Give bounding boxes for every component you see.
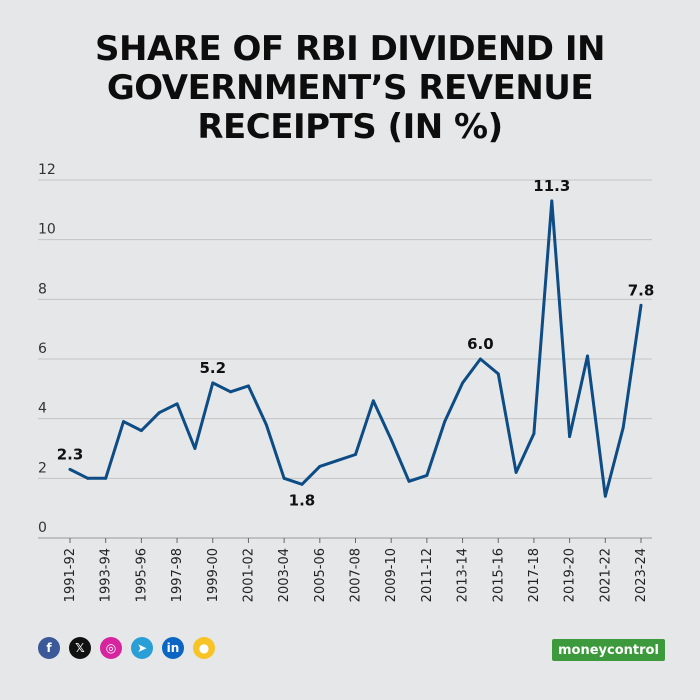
data-label: 6.0 xyxy=(467,335,494,353)
y-tick-label: 6 xyxy=(38,341,47,357)
brand-text-right: control xyxy=(607,642,659,658)
y-axis-ticks: 0 2 4 6 8 10 12 xyxy=(38,162,56,536)
instagram-icon[interactable]: ◎ xyxy=(100,637,122,659)
x-tick-label: 1993-94 xyxy=(99,548,114,602)
grid-lines xyxy=(38,179,652,539)
x-tick-label: 2011-12 xyxy=(420,548,435,602)
data-point xyxy=(211,381,215,385)
y-tick-label: 0 xyxy=(38,520,47,536)
data-point xyxy=(193,447,197,450)
data-point xyxy=(175,402,179,406)
data-point xyxy=(407,479,411,483)
x-tick-label: 2013-14 xyxy=(456,548,471,602)
data-point xyxy=(568,435,572,438)
data-point xyxy=(443,420,447,424)
data-labels: 2.3 5.2 1.8 6.0 11.3 7.8 xyxy=(57,177,655,509)
data-point xyxy=(229,390,232,394)
linkedin-icon[interactable]: in xyxy=(162,637,184,659)
data-point xyxy=(479,357,482,361)
y-tick-label: 4 xyxy=(38,401,47,417)
data-point xyxy=(514,470,518,474)
data-point xyxy=(496,372,500,376)
y-tick-label: 2 xyxy=(38,460,47,476)
x-icon[interactable]: 𝕏 xyxy=(69,637,91,659)
series-line xyxy=(68,199,643,498)
data-point xyxy=(639,303,643,307)
chart-title: SHARE OF RBI DIVIDEND IN GOVERNMENT’S RE… xyxy=(95,29,605,147)
data-point xyxy=(282,476,286,480)
data-point xyxy=(300,482,304,486)
x-tick-label: 2023-24 xyxy=(634,548,649,602)
data-point xyxy=(461,381,464,385)
data-point xyxy=(389,438,393,441)
data-point xyxy=(336,459,340,462)
data-point xyxy=(371,399,375,403)
data-label: 1.8 xyxy=(289,491,316,509)
x-tick-label: 2021-22 xyxy=(598,548,613,602)
x-tick-label: 1999-00 xyxy=(206,548,221,602)
x-axis-ticks: 1991-92 1993-94 1995-96 1997-98 1999-00 2001-… xyxy=(63,538,649,602)
x-tick-label: 1997-98 xyxy=(170,548,185,602)
data-label: 2.3 xyxy=(57,445,84,463)
data-point xyxy=(86,476,90,480)
x-tick-label: 2017-18 xyxy=(527,548,542,602)
data-point xyxy=(532,432,536,435)
data-point xyxy=(354,453,357,456)
brand-logo: money control xyxy=(552,639,665,661)
y-tick-label: 12 xyxy=(38,162,56,178)
x-tick-label: 2009-10 xyxy=(384,548,399,602)
x-tick-label: 1995-96 xyxy=(134,548,149,602)
x-tick-label: 2019-20 xyxy=(563,548,578,602)
social-icons: f 𝕏 ◎ ➤ in ● xyxy=(38,637,215,659)
data-label: 5.2 xyxy=(199,359,226,377)
data-point xyxy=(264,423,268,427)
x-tick-label: 2005-06 xyxy=(313,548,328,602)
x-tick-label: 2003-04 xyxy=(277,548,292,602)
data-label: 11.3 xyxy=(533,177,570,195)
data-point xyxy=(318,465,322,468)
y-tick-label: 10 xyxy=(38,222,56,238)
telegram-icon[interactable]: ➤ xyxy=(131,637,153,659)
data-point xyxy=(139,429,143,432)
data-point xyxy=(425,473,429,477)
koo-icon[interactable]: ● xyxy=(193,637,215,659)
data-label: 7.8 xyxy=(628,281,655,299)
data-point xyxy=(247,384,250,388)
facebook-icon[interactable]: f xyxy=(38,637,60,659)
series-lines xyxy=(68,199,643,498)
x-tick-label: 1991-92 xyxy=(63,548,78,602)
x-tick-label: 2015-16 xyxy=(491,548,506,602)
brand-text-left: money xyxy=(558,642,608,658)
data-point xyxy=(586,354,589,358)
data-point xyxy=(603,494,607,498)
data-point xyxy=(122,420,125,424)
x-tick-label: 2007-08 xyxy=(349,548,364,602)
data-point xyxy=(157,411,161,415)
x-tick-label: 2001-02 xyxy=(241,548,256,602)
data-point xyxy=(621,426,625,430)
data-point xyxy=(550,199,554,203)
data-point xyxy=(68,467,72,471)
data-point xyxy=(104,476,108,480)
y-tick-label: 8 xyxy=(38,281,47,297)
